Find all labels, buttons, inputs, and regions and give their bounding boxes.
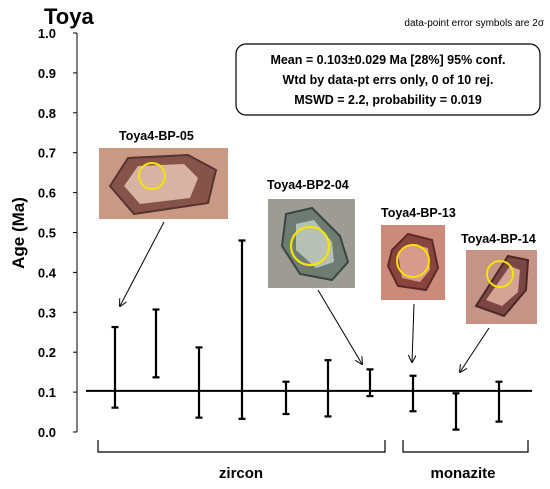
arrow-2 bbox=[317, 289, 362, 364]
zircon-label: zircon bbox=[219, 465, 263, 482]
error-bar-4 bbox=[238, 239, 246, 420]
spot-circle-3 bbox=[396, 244, 430, 278]
error-bar-9 bbox=[452, 392, 460, 431]
y-tick-label: 0.7 bbox=[38, 146, 56, 161]
error-note: data-point error symbols are 2σ bbox=[404, 18, 544, 29]
y-axis-label: Age (Ma) bbox=[9, 197, 28, 269]
zircon-bracket bbox=[97, 440, 386, 453]
monazite-label: monazite bbox=[430, 465, 495, 482]
grain-label-4: Toya4-BP-14 bbox=[461, 232, 536, 246]
y-tick-label: 0.4 bbox=[38, 265, 57, 280]
grain-photo-1 bbox=[99, 148, 228, 219]
grain-label-1: Toya4-BP-05 bbox=[119, 129, 194, 143]
y-tick-label: 0.1 bbox=[38, 385, 56, 400]
spot-circle-1 bbox=[138, 162, 166, 190]
error-bar-10 bbox=[495, 380, 503, 423]
error-bar-2 bbox=[152, 308, 160, 379]
grain-photo-3 bbox=[381, 225, 445, 300]
y-axis-ticks: 0.0 0.1 0.2 0.3 0.4 0.5 0.6 0.7 0.8 0.9 1.0 bbox=[38, 26, 77, 440]
spot-circle-4 bbox=[486, 260, 514, 288]
error-bar-7 bbox=[366, 368, 374, 398]
grain-photo-2 bbox=[268, 199, 355, 288]
error-bar-1 bbox=[111, 325, 119, 409]
error-bar-8 bbox=[409, 374, 417, 413]
y-tick-label: 0.9 bbox=[38, 66, 56, 81]
y-tick-label: 0.8 bbox=[38, 106, 56, 121]
spot-circle-2 bbox=[289, 225, 331, 267]
y-tick-label: 0.0 bbox=[38, 425, 56, 440]
error-bar-6 bbox=[324, 359, 332, 418]
error-bar-5 bbox=[282, 380, 290, 416]
grain-photo-4 bbox=[466, 250, 537, 324]
stats-mswd: MSWD = 2.2, probability = 0.019 bbox=[294, 93, 482, 107]
y-tick-label: 0.5 bbox=[38, 226, 56, 241]
chart-title: Toya bbox=[44, 4, 94, 29]
arrow-3 bbox=[412, 303, 414, 362]
y-tick-label: 0.6 bbox=[38, 186, 56, 201]
error-bars bbox=[111, 239, 503, 431]
arrow-4 bbox=[460, 327, 490, 372]
grain-label-2: Toya4-BP2-04 bbox=[267, 178, 349, 192]
stats-box bbox=[235, 43, 541, 116]
stats-weighting: Wtd by data-pt errs only, 0 of 10 rej. bbox=[283, 73, 494, 87]
monazite-bracket bbox=[402, 440, 529, 453]
stats-mean: Mean = 0.103±0.029 Ma [28%] 95% conf. bbox=[270, 53, 505, 67]
y-tick-label: 0.2 bbox=[38, 345, 56, 360]
error-bar-3 bbox=[195, 346, 203, 419]
grain-label-3: Toya4-BP-13 bbox=[381, 206, 456, 220]
arrow-1 bbox=[120, 221, 165, 306]
y-tick-label: 0.3 bbox=[38, 305, 56, 320]
y-tick-label: 1.0 bbox=[38, 26, 56, 41]
